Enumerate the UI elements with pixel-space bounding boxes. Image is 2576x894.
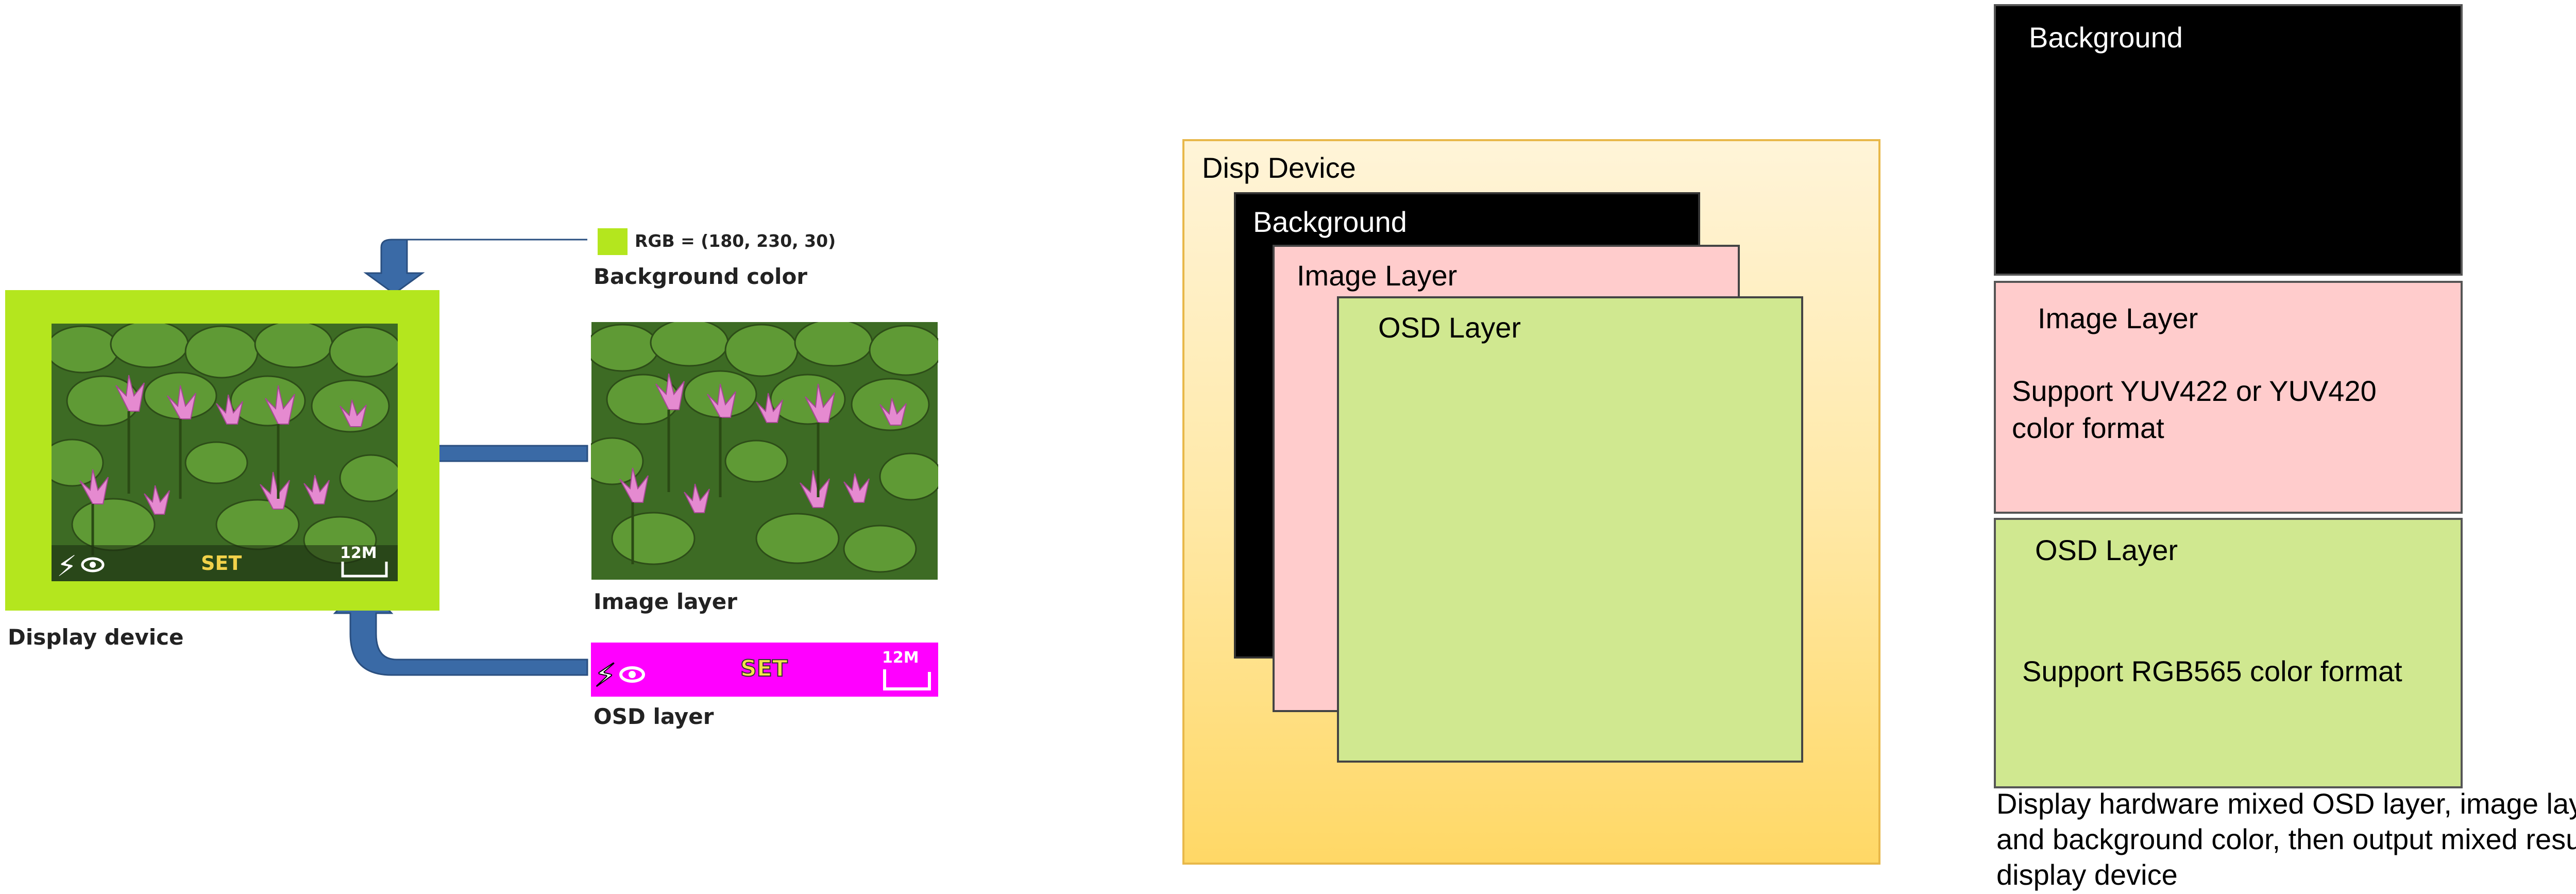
- osd-layer-bar: ⚡ SET 12M: [591, 643, 938, 697]
- right-caption: Display hardware mixed OSD layer, image …: [1996, 787, 2576, 891]
- osd-layer-box: [1337, 296, 1803, 763]
- background-color-label: Background color: [594, 264, 808, 289]
- display-device-screen: ⚡ SET 12M: [52, 324, 398, 581]
- image-layer-label-mid: Image Layer: [1297, 259, 1458, 292]
- osd-layer-label-mid: OSD Layer: [1378, 311, 1521, 344]
- image-layer-label: Image layer: [594, 589, 737, 614]
- right-image-layer-box: [1994, 281, 2463, 514]
- rgb-label: RGB = (180, 230, 30): [635, 231, 836, 251]
- display-device-label: Display device: [8, 625, 184, 650]
- right-osd-layer-desc: Support RGB565 color format: [2022, 655, 2402, 687]
- rgb-swatch: [598, 228, 628, 255]
- right-background-box: [1994, 4, 2463, 276]
- right-osd-layer-label: OSD Layer: [2035, 534, 2178, 566]
- display-set-text: SET: [201, 552, 242, 575]
- water-lily-image: ⚡ SET 12M: [52, 324, 398, 581]
- svg-text:12M: 12M: [340, 544, 377, 562]
- right-background-label: Background: [2029, 21, 2183, 54]
- image-layer-picture: [591, 322, 938, 580]
- right-osd-layer-box: [1994, 518, 2463, 788]
- right-image-layer-desc: Support YUV422 or YUV420 color format: [2012, 375, 2377, 444]
- osd-layer-label: OSD layer: [594, 704, 714, 729]
- osd-12m-text: 12M: [882, 649, 919, 667]
- svg-text:⚡: ⚡: [57, 550, 77, 581]
- right-image-layer-label: Image Layer: [2038, 302, 2198, 334]
- svg-text:⚡: ⚡: [594, 656, 617, 694]
- osd-set-text: SET: [740, 655, 788, 682]
- display-device-frame: ⚡ SET 12M: [5, 290, 439, 611]
- background-color-arrow: [363, 239, 587, 295]
- background-layer-label: Background: [1253, 206, 1407, 238]
- disp-device-label: Disp Device: [1202, 151, 1356, 184]
